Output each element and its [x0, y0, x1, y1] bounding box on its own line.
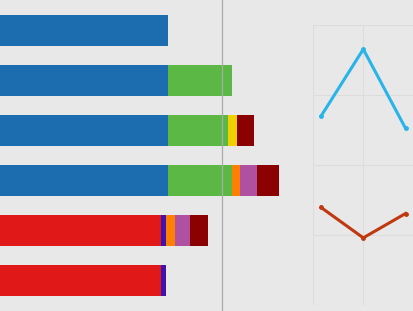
Bar	[0, 265, 161, 296]
Bar	[166, 215, 174, 246]
Bar	[161, 215, 166, 246]
Bar	[168, 115, 228, 146]
Bar	[0, 165, 168, 196]
Bar	[0, 65, 168, 96]
Bar	[256, 165, 278, 196]
Bar	[189, 215, 208, 246]
Bar	[174, 215, 189, 246]
Bar	[0, 215, 161, 246]
Bar	[236, 115, 253, 146]
Bar	[231, 165, 240, 196]
Bar	[0, 115, 168, 146]
Bar	[168, 165, 231, 196]
Bar	[0, 15, 168, 46]
Bar	[161, 265, 166, 296]
Bar	[228, 115, 236, 146]
Bar	[168, 65, 231, 96]
Bar	[240, 165, 256, 196]
